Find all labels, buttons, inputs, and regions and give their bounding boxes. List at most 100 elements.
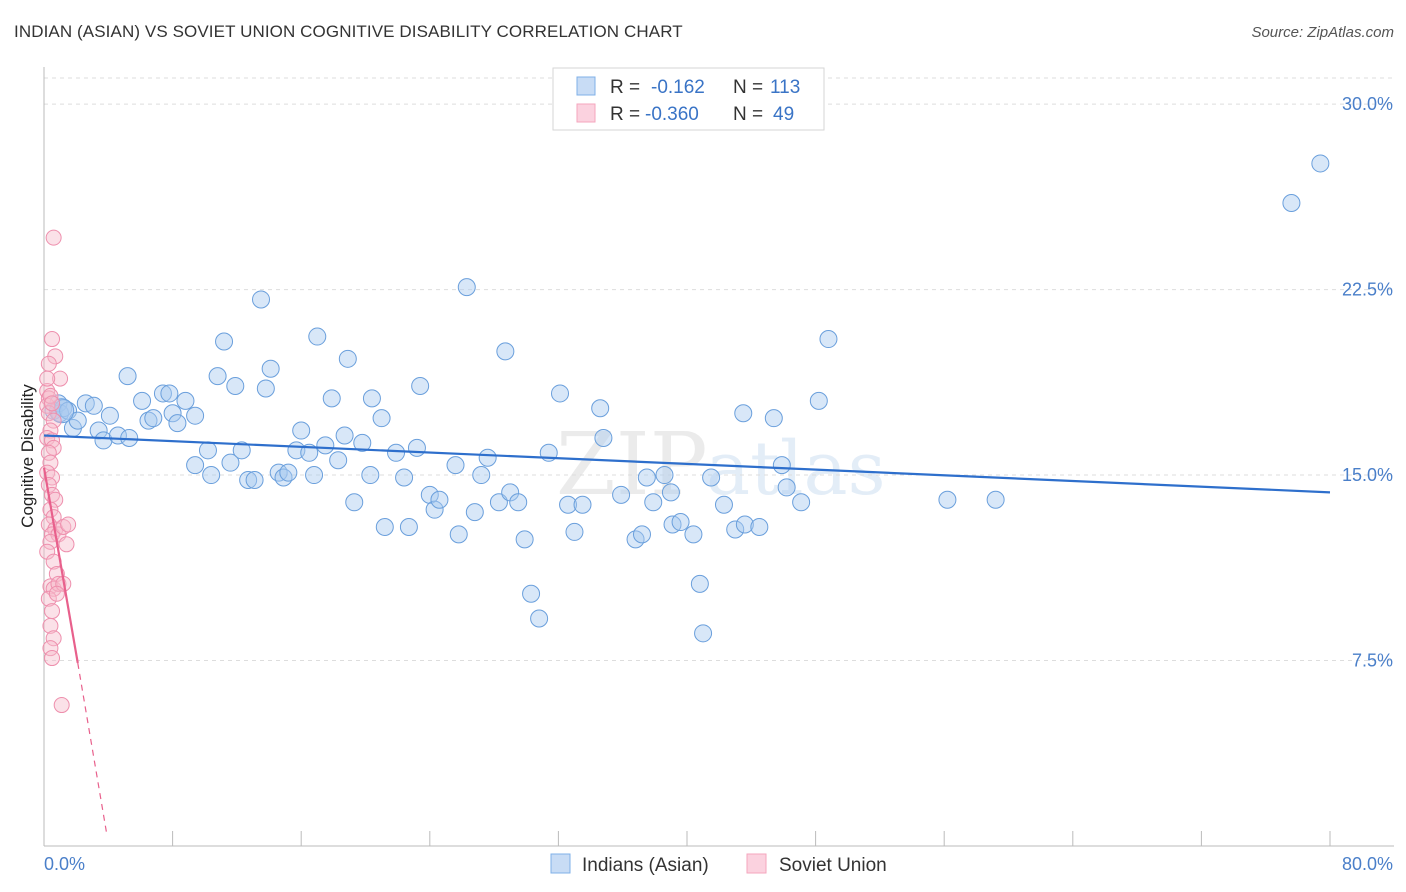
indian-point (300, 443, 319, 462)
watermark: ZIP atlas (556, 415, 886, 515)
watermark-zip: ZIP (556, 415, 708, 515)
legend-n-value-2: 49 (773, 104, 794, 125)
soviet-point (40, 355, 57, 372)
indian-point (559, 495, 578, 514)
soviet-point (48, 565, 65, 582)
indian-point (335, 426, 354, 445)
soviet-point (42, 617, 59, 634)
indian-point (226, 377, 245, 396)
soviet-point (45, 439, 62, 456)
indian-point (809, 391, 828, 410)
indian-point (163, 404, 182, 423)
indian-point (232, 441, 251, 460)
soviet-point (48, 585, 65, 602)
indian-point (329, 451, 348, 470)
bottom-legend-label-soviet: Soviet Union (779, 855, 887, 876)
indian-point (395, 468, 414, 487)
indian-point (938, 490, 957, 509)
soviet-point (55, 518, 72, 535)
indian-point (279, 463, 298, 482)
indian-point (316, 436, 335, 455)
indian-point (750, 517, 769, 536)
indian-point (84, 396, 103, 415)
series-soviet-union (39, 229, 77, 714)
indian-point (118, 367, 137, 386)
y-tick-label: 15.0% (1342, 465, 1393, 485)
indian-point (308, 327, 327, 346)
indian-point (139, 411, 158, 430)
bottom-legend-label-indians: Indians (Asian) (582, 855, 709, 876)
indian-point (94, 431, 113, 450)
soviet-point (52, 370, 69, 387)
indian-point (202, 466, 221, 485)
indian-point (522, 584, 541, 603)
chart-source: Source: ZipAtlas.com (1251, 24, 1394, 41)
indian-point (353, 433, 372, 452)
indian-point (565, 522, 584, 541)
soviet-point (44, 395, 61, 412)
indian-point (144, 409, 163, 428)
indian-point (472, 466, 491, 485)
indian-point (690, 574, 709, 593)
indian-point (515, 530, 534, 549)
indian-point (530, 609, 549, 628)
indian-point (819, 330, 838, 349)
indian-point (772, 456, 791, 475)
indian-point (644, 493, 663, 512)
indian-point (509, 493, 528, 512)
soviet-point (47, 491, 64, 508)
chart-title: INDIAN (ASIAN) VS SOVIET UNION COGNITIVE… (14, 22, 683, 41)
x-tick-label-min: 0.0% (44, 854, 85, 874)
trendline-soviet-extension (77, 662, 108, 834)
indian-point (362, 389, 381, 408)
indian-point (986, 490, 1005, 509)
legend-r-label-2: R = (610, 104, 640, 125)
indian-point (387, 443, 406, 462)
series-indians-asian (44, 154, 1330, 643)
indian-point (1282, 194, 1301, 213)
bottom-legend-swatch-soviet (746, 853, 767, 874)
indian-point (215, 332, 234, 351)
indian-point (734, 404, 753, 423)
soviet-point (39, 370, 56, 387)
indian-point (1311, 154, 1330, 173)
indian-point (594, 428, 613, 447)
indian-point (425, 500, 444, 519)
soviet-point (45, 412, 62, 429)
indian-point (411, 377, 430, 396)
indian-point (133, 391, 152, 410)
legend-swatch-soviet (576, 103, 596, 123)
soviet-point (44, 331, 61, 348)
indian-point (100, 406, 119, 425)
indian-point (777, 478, 796, 497)
indian-point (407, 438, 426, 457)
trendlines (42, 434, 1331, 834)
soviet-point (42, 640, 59, 657)
y-tick-label: 30.0% (1342, 94, 1393, 114)
indian-point (399, 517, 418, 536)
indian-point (637, 468, 656, 487)
soviet-point (39, 543, 56, 560)
indian-point (671, 513, 690, 532)
x-axis-ticks (43, 831, 1331, 846)
indian-point (252, 290, 271, 309)
indian-point (792, 493, 811, 512)
soviet-point (44, 650, 61, 667)
indian-point (292, 421, 311, 440)
indian-point (573, 495, 592, 514)
indian-point (551, 384, 570, 403)
trendline-soviet (42, 467, 79, 664)
soviet-point (45, 630, 62, 647)
legend: R = -0.162 N = 113 R = -0.360 N = 49 (552, 67, 825, 131)
indian-point (420, 485, 439, 504)
soviet-point (60, 516, 77, 533)
indian-point (612, 485, 631, 504)
indian-point (684, 525, 703, 544)
legend-box (552, 67, 825, 131)
indian-point (176, 391, 195, 410)
indian-point (726, 520, 745, 539)
indian-point (496, 342, 515, 361)
indian-point (305, 466, 324, 485)
indian-point (245, 470, 264, 489)
